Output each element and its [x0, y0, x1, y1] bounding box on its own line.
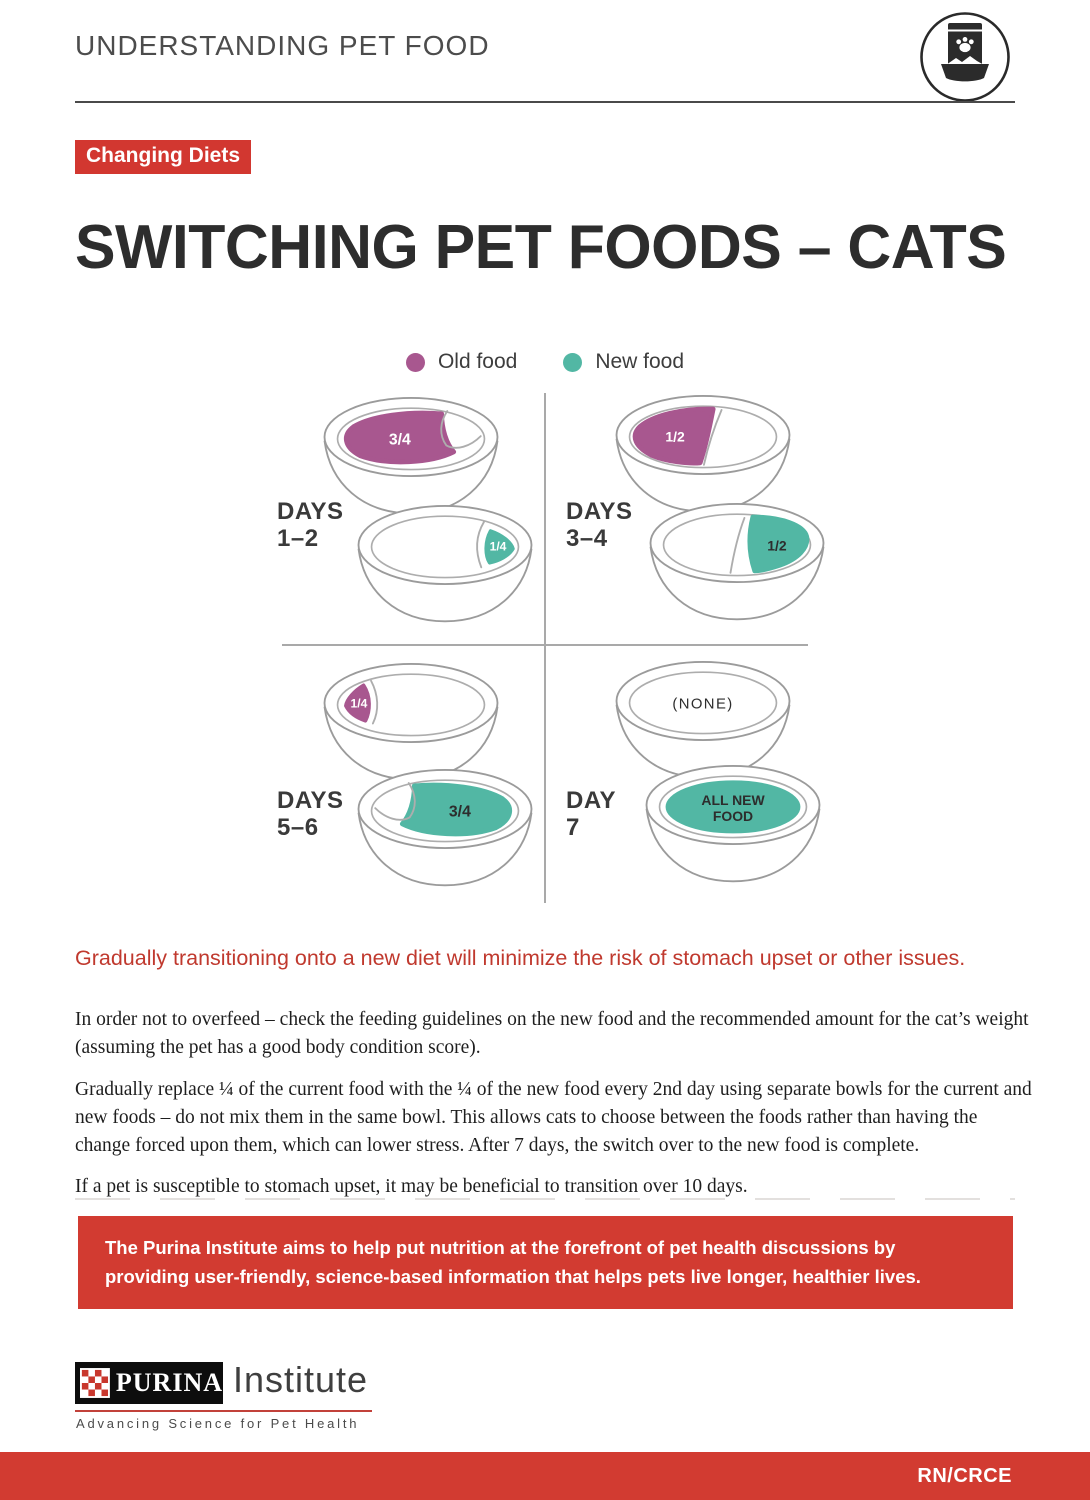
amount-label: 1/4 — [490, 540, 507, 554]
amount-label: 1/4 — [351, 697, 368, 711]
bowl-new-food-3-4: 3/4 — [357, 769, 533, 887]
bowl-old-food-1-4: 1/4 — [323, 663, 499, 781]
header-title: UNDERSTANDING PET FOOD — [75, 30, 490, 61]
footer-code: RN/CRCE — [917, 1464, 1012, 1487]
purina-institute-callout: The Purina Institute aims to help put nu… — [78, 1216, 1013, 1309]
amount-label-line1: ALL NEW — [701, 792, 765, 808]
amount-label-line2: FOOD — [713, 808, 753, 824]
bowl-new-food-1-2: 1/2 — [649, 503, 825, 621]
callout-line-1: The Purina Institute aims to help put nu… — [105, 1236, 896, 1258]
amount-label: 1/2 — [767, 537, 787, 553]
section-badge: Changing Diets — [75, 140, 252, 174]
legend: Old food New food — [0, 350, 1090, 374]
amount-label: 1/2 — [665, 429, 685, 445]
diagram-horizontal-divider — [282, 644, 808, 646]
logo-tagline: Advancing Science for Pet Health — [76, 1416, 360, 1431]
page-title: SWITCHING PET FOODS – CATS — [75, 213, 1007, 282]
day-word: DAYS — [277, 787, 344, 814]
day-range: 5–6 — [277, 813, 319, 841]
day-label-days-5-6: DAYS 5–6 — [277, 787, 344, 842]
institute-wordmark: Institute — [233, 1359, 369, 1400]
paragraph-3: If a pet is susceptible to stomach upset… — [75, 1176, 748, 1198]
new-food-dot-icon — [563, 352, 583, 372]
dashed-separator — [75, 1198, 1015, 1200]
callout-text: The Purina Institute aims to help put nu… — [105, 1234, 921, 1291]
diagram-vertical-divider — [544, 393, 546, 903]
day-word: DAYS — [566, 498, 633, 525]
paw-print-icon — [956, 37, 974, 53]
pet-food-bag-bowl-icon — [920, 12, 1010, 102]
amount-label: 3/4 — [449, 803, 471, 820]
bowl-old-food-1-2: 1/2 — [615, 395, 791, 513]
bowl-new-food-1-4: 1/4 — [357, 505, 533, 623]
legend-label-old: Old food — [437, 350, 518, 373]
day-label-days-1-2: DAYS 1–2 — [277, 498, 344, 553]
lead-sentence: Gradually transitioning onto a new diet … — [75, 946, 966, 970]
day-label-days-3-4: DAYS 3–4 — [566, 498, 633, 553]
bowl-old-food-3-4: 3/4 — [323, 397, 499, 515]
purina-checkerboard-icon — [80, 1368, 110, 1398]
day-label-day-7: DAY 7 — [566, 787, 616, 842]
logo-underline — [75, 1410, 372, 1412]
legend-item-new-food: New food — [563, 350, 684, 374]
body-text: In order not to overfeed – check the fee… — [75, 1006, 1032, 1215]
day-range: 3–4 — [566, 524, 608, 552]
day-range: 1–2 — [277, 524, 319, 552]
purina-logo: PURINA — [75, 1362, 223, 1404]
header-divider — [75, 101, 1015, 103]
callout-line-2: providing user-friendly, science-based i… — [105, 1265, 921, 1287]
amount-label: 3/4 — [389, 431, 411, 448]
footer-bar: RN/CRCE — [0, 1452, 1090, 1500]
bowl-all-new-food: ALL NEW FOOD — [645, 765, 821, 883]
amount-label: (NONE) — [672, 696, 733, 712]
bowl-empty-none: (NONE) — [615, 661, 791, 779]
purina-wordmark: PURINA — [115, 1368, 223, 1397]
legend-item-old-food: Old food — [405, 350, 518, 374]
legend-label-new: New food — [595, 350, 685, 373]
paragraph-2: Gradually replace ¼ of the current food … — [75, 1078, 1032, 1157]
day-word: DAY — [566, 787, 616, 814]
paragraph-1: In order not to overfeed – check the fee… — [75, 1009, 1029, 1059]
day-range: 7 — [566, 813, 580, 841]
old-food-dot-icon — [405, 352, 425, 372]
day-word: DAYS — [277, 498, 344, 525]
